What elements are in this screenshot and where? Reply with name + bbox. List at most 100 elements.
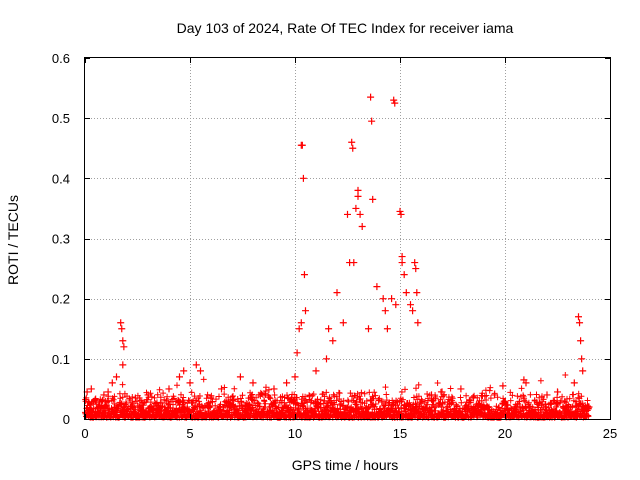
data-point <box>570 379 578 387</box>
y-tick-label: 0.2 <box>52 292 70 307</box>
data-point <box>356 210 364 218</box>
y-tick-label: 0.6 <box>52 51 70 66</box>
data-point <box>283 379 291 387</box>
data-point <box>299 174 307 182</box>
data-point <box>358 222 366 230</box>
data-point <box>369 195 377 203</box>
y-tick-label: 0.1 <box>52 352 70 367</box>
data-point <box>543 391 551 399</box>
data-point <box>117 319 125 327</box>
data-point <box>323 355 330 363</box>
data-point <box>396 207 404 215</box>
data-point <box>349 144 357 152</box>
data-point <box>298 141 306 149</box>
y-tick-label: 0 <box>63 412 70 427</box>
data-point <box>113 373 120 381</box>
x-tick-label: 20 <box>498 426 512 441</box>
data-point <box>300 271 308 279</box>
data-point <box>577 337 585 345</box>
data-point <box>297 319 305 327</box>
data-point <box>428 391 435 399</box>
data-point <box>367 93 375 101</box>
x-tick-label: 15 <box>393 426 407 441</box>
data-point <box>176 373 183 381</box>
data-point <box>329 337 337 345</box>
data-point <box>350 259 358 267</box>
data-point <box>119 361 127 369</box>
data-point <box>249 379 257 387</box>
data-point <box>438 388 446 396</box>
axis-ticks <box>85 58 611 420</box>
data-point <box>585 403 593 411</box>
plot-frame <box>84 57 611 420</box>
y-tick-labels: 0 0.1 0.2 0.3 0.4 0.5 0.6 <box>52 51 70 427</box>
data-point <box>522 379 530 387</box>
data-point <box>352 204 360 212</box>
data-point <box>575 313 582 321</box>
data-point <box>348 138 356 146</box>
data-series <box>83 93 593 411</box>
grid-lines <box>85 58 610 419</box>
data-point <box>411 259 419 267</box>
data-point <box>325 325 333 333</box>
data-point <box>402 289 410 297</box>
data-point <box>295 325 303 333</box>
data-point <box>409 307 417 315</box>
data-point <box>180 367 188 375</box>
data-point <box>218 385 225 393</box>
data-point <box>144 391 152 399</box>
data-point <box>412 265 420 273</box>
data-point <box>379 295 387 303</box>
data-point <box>293 349 301 357</box>
x-tick-label: 5 <box>186 426 193 441</box>
data-point <box>414 319 422 327</box>
data-point <box>270 385 278 393</box>
data-point <box>197 367 204 375</box>
data-point <box>368 117 376 125</box>
data-point <box>333 289 341 297</box>
data-point <box>388 295 396 303</box>
data-point <box>236 373 244 381</box>
x-tick-label: 10 <box>288 426 302 441</box>
data-point <box>400 271 408 279</box>
data-point <box>119 337 127 345</box>
data-point <box>407 301 414 309</box>
data-point <box>87 385 95 393</box>
x-axis-label: GPS time / hours <box>292 457 399 473</box>
chart-title: Day 103 of 2024, Rate Of TEC Index for r… <box>177 20 514 36</box>
data-point <box>92 397 99 405</box>
x-tick-label: 0 <box>81 426 88 441</box>
data-point <box>398 253 406 261</box>
data-point <box>354 186 362 194</box>
data-point <box>554 388 561 396</box>
data-point <box>131 394 139 402</box>
data-point <box>339 319 347 327</box>
data-point <box>291 373 299 381</box>
data-point <box>192 361 200 369</box>
y-tick-label: 0.4 <box>52 171 70 186</box>
data-point <box>457 385 465 393</box>
data-point <box>398 259 406 267</box>
data-point <box>354 192 362 200</box>
data-point <box>470 394 477 402</box>
data-point <box>390 96 398 104</box>
x-tick-labels: 0 5 10 15 20 25 <box>81 426 617 441</box>
data-point <box>108 379 116 387</box>
data-point <box>302 307 309 315</box>
data-point <box>104 388 112 396</box>
data-point <box>499 382 507 390</box>
data-point <box>165 385 173 393</box>
x-tick-label: 25 <box>603 426 617 441</box>
data-point <box>373 283 381 291</box>
y-axis-label: ROTI / TECUs <box>5 195 21 285</box>
data-point <box>186 379 194 387</box>
data-point <box>365 325 372 333</box>
data-point <box>120 343 128 351</box>
data-point <box>118 325 126 333</box>
data-point <box>312 367 320 375</box>
data-point <box>381 307 389 315</box>
data-point <box>578 355 586 363</box>
data-point <box>392 301 400 309</box>
data-point <box>100 391 108 399</box>
